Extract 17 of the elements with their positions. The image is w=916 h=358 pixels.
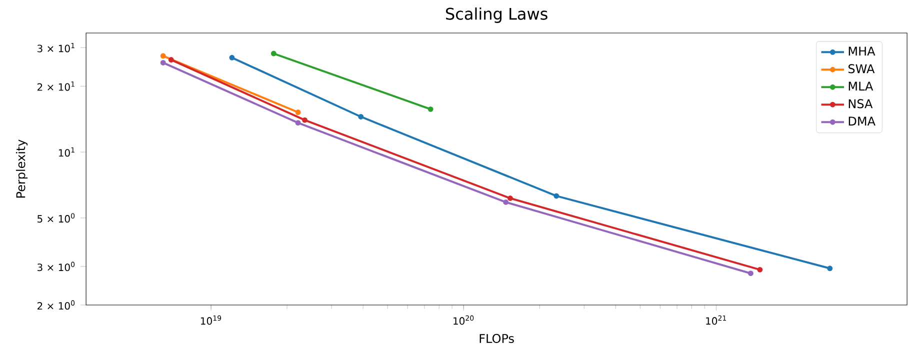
legend-label: SWA (848, 64, 875, 74)
y-tick-label: 5 × 10$^{0}$ (38, 213, 75, 223)
y-tick-label: 3 × 10$^{1}$ (38, 43, 74, 52)
y-tick-label: 2 × 10$^{0}$ (37, 300, 75, 310)
y-tick-label: 10$^{1}$ (58, 147, 74, 157)
y-axis-title: Perplexity (16, 140, 28, 198)
x-tick-label: 10$^{20}$ (454, 315, 474, 325)
x-axis-title: FLOPs (480, 334, 514, 343)
y-tick-label: 2 × 10$^{1}$ (37, 82, 74, 91)
chart-title: Scaling Laws (446, 7, 548, 23)
legend-label: MHA (848, 46, 876, 56)
x-tick-label: 10$^{21}$ (706, 315, 726, 325)
legend-label: DMA (848, 116, 876, 126)
legend-label: NSA (848, 99, 873, 108)
y-tick-label: 3 × 10$^{0}$ (38, 262, 75, 272)
x-tick-label: 10$^{19}$ (201, 315, 222, 325)
legend-label: MLA (848, 82, 874, 90)
